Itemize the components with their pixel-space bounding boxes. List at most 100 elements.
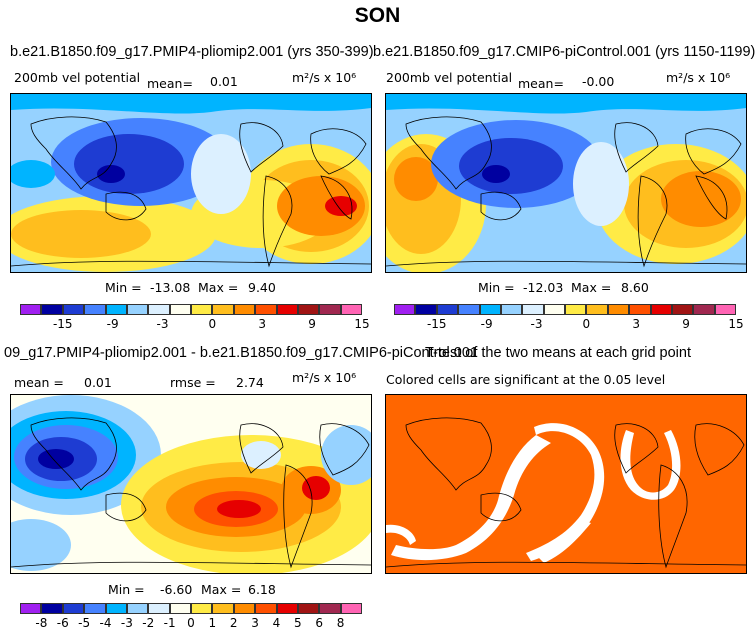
colorbar-tick-label: -5	[78, 616, 91, 630]
panel-3-max-label: Max =	[201, 582, 242, 597]
colorbar-tick-label: -9	[480, 317, 493, 331]
panel-4-map	[385, 394, 747, 574]
colorbar-tick-label: -3	[120, 616, 133, 630]
panel-3-min: -6.60	[160, 582, 193, 597]
panel-1-colorbar	[20, 304, 362, 315]
colorbar-swatch	[169, 304, 191, 315]
colorbar-swatch	[415, 304, 437, 315]
colorbar-swatch	[233, 304, 256, 315]
panel-1-units: m²/s x 10⁶	[292, 70, 357, 85]
panel-2-colorbar	[394, 304, 736, 315]
colorbar-tick-label: 6	[315, 616, 324, 630]
panel-1-mean-value: 0.01	[210, 74, 238, 89]
colorbar-swatch	[126, 304, 149, 315]
colorbar-swatch	[84, 304, 106, 315]
colorbar-swatch	[62, 603, 85, 614]
panel-2-max-label: Max =	[571, 280, 612, 295]
panel-2-mean-value: -0.00	[582, 74, 615, 89]
colorbar-swatch	[169, 603, 191, 614]
colorbar-swatch	[458, 304, 480, 315]
colorbar-tick-label: 15	[354, 317, 370, 331]
colorbar-swatch	[212, 603, 234, 614]
colorbar-swatch	[105, 304, 127, 315]
colorbar-swatch	[340, 304, 362, 315]
panel-3-mean-label: mean =	[14, 375, 64, 390]
colorbar-swatch	[297, 304, 320, 315]
colorbar-tick-label: -15	[426, 317, 447, 331]
panel-1-min-label: Min =	[105, 280, 142, 295]
colorbar-swatch	[255, 603, 277, 614]
panel-4-title: T-test of the two means at each grid poi…	[425, 345, 691, 361]
colorbar-tick-label: 8	[336, 616, 345, 630]
panel-2-units: m²/s x 10⁶	[666, 70, 731, 85]
colorbar-tick-label: 3	[258, 317, 267, 331]
colorbar-tick-label: 9	[308, 317, 316, 331]
colorbar-swatch	[522, 304, 544, 315]
colorbar-tick-label: 0	[208, 317, 217, 331]
colorbar-swatch	[340, 603, 362, 614]
panel-2-mean-label: mean=	[518, 76, 564, 91]
colorbar-swatch	[565, 304, 587, 315]
colorbar-swatch	[436, 304, 459, 315]
colorbar-tick-label: -6	[56, 616, 69, 630]
colorbar-swatch	[84, 603, 106, 614]
colorbar-swatch	[191, 304, 213, 315]
colorbar-tick-label: 15	[728, 317, 744, 331]
colorbar-swatch	[212, 304, 234, 315]
page-title: SON	[354, 4, 401, 27]
colorbar-swatch	[148, 304, 170, 315]
colorbar-swatch	[105, 603, 127, 614]
panel-1-min: -13.08	[150, 280, 191, 295]
colorbar-tick-label: -9	[106, 317, 119, 331]
panel-3-rmse-label: rmse =	[170, 375, 216, 390]
colorbar-swatch	[319, 603, 341, 614]
panel-1-variable: 200mb vel potential	[14, 70, 141, 85]
panel-3-units: m²/s x 10⁶	[292, 370, 357, 385]
panel-2-min-label: Min =	[478, 280, 515, 295]
colorbar-swatch	[191, 603, 213, 614]
panel-2-map	[385, 93, 747, 273]
panel-3-min-label: Min =	[108, 582, 145, 597]
colorbar-tick-label: 3	[632, 317, 641, 331]
panel-2-variable: 200mb vel potential	[386, 70, 513, 85]
colorbar-tick-label: 1	[208, 616, 217, 630]
colorbar-tick-label: -15	[52, 317, 73, 331]
colorbar-tick-label: -2	[142, 616, 155, 630]
panel-2-min: -12.03	[523, 280, 564, 295]
colorbar-swatch	[586, 304, 608, 315]
colorbar-swatch	[20, 304, 42, 315]
colorbar-swatch	[297, 603, 320, 614]
colorbar-swatch	[41, 603, 63, 614]
colorbar-tick-label: -3	[156, 317, 169, 331]
colorbar-tick-label: 0	[187, 616, 195, 630]
colorbar-swatch	[319, 304, 341, 315]
colorbar-swatch	[233, 603, 256, 614]
colorbar-tick-label: 2	[229, 616, 238, 630]
panel-1-title: b.e21.B1850.f09_g17.PMIP4-pliomip2.001 (…	[10, 44, 374, 60]
colorbar-swatch	[394, 304, 416, 315]
colorbar-swatch	[479, 304, 501, 315]
colorbar-tick-label: 5	[294, 616, 302, 630]
panel-3-mean-value: 0.01	[84, 375, 112, 390]
colorbar-swatch	[41, 304, 63, 315]
colorbar-swatch	[500, 304, 523, 315]
colorbar-tick-label: -8	[35, 616, 48, 630]
panel-2-title: b.e21.B1850.f09_g17.CMIP6-piControl.001 …	[373, 44, 755, 60]
colorbar-swatch	[255, 304, 277, 315]
colorbar-swatch	[543, 304, 565, 315]
panel-3-title: 09_g17.PMIP4-pliomip2.001 - b.e21.B1850.…	[4, 345, 478, 361]
panel-4-subtitle: Colored cells are significant at the 0.0…	[386, 372, 666, 387]
colorbar-tick-label: 3	[251, 616, 259, 630]
colorbar-swatch	[276, 304, 298, 315]
colorbar-tick-label: 0	[582, 317, 591, 331]
panel-3-map	[10, 394, 372, 574]
colorbar-swatch	[276, 603, 298, 614]
panel-2-max: 8.60	[621, 280, 649, 295]
colorbar-tick-label: -4	[99, 616, 112, 630]
colorbar-swatch	[148, 603, 170, 614]
panel-1-max-label: Max =	[198, 280, 239, 295]
panel-3-rmse-value: 2.74	[236, 375, 264, 390]
colorbar-tick-label: -1	[163, 616, 176, 630]
colorbar-swatch	[20, 603, 42, 614]
panel-3-colorbar	[20, 603, 362, 614]
